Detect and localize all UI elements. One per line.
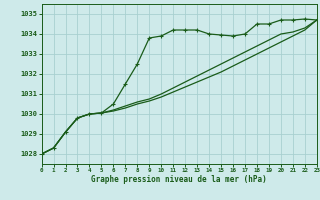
X-axis label: Graphe pression niveau de la mer (hPa): Graphe pression niveau de la mer (hPa) (91, 175, 267, 184)
